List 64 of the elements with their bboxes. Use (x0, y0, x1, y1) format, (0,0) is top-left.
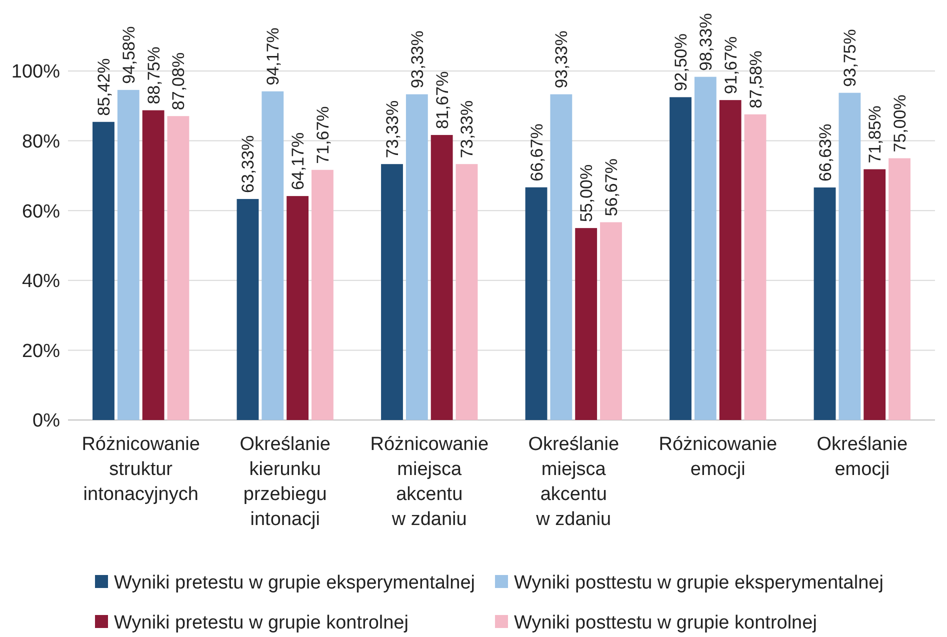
x-tick-label: Określanie kierunku przebiegu intonacji (240, 434, 331, 530)
bar (381, 164, 403, 420)
bar (575, 228, 598, 420)
data-label: 92,50% (672, 34, 691, 92)
bar (525, 187, 548, 420)
y-tick-label: 60% (22, 201, 60, 222)
data-label: 93,33% (552, 30, 572, 88)
y-tick-label: 100% (11, 62, 60, 83)
bar (814, 187, 836, 420)
data-label: 93,75% (840, 29, 860, 87)
bar (117, 90, 140, 420)
data-label: 87,58% (746, 50, 766, 108)
bar (719, 100, 742, 420)
bar (670, 97, 692, 420)
legend-label: Wyniki pretestu w grupie eksperymentalnej (114, 572, 475, 594)
data-label: 64,17% (288, 132, 308, 190)
bar (406, 94, 428, 420)
y-tick-label: 80% (22, 131, 60, 152)
bar (262, 91, 284, 420)
bar (744, 114, 766, 420)
data-label: 71,67% (313, 106, 332, 164)
bar (312, 170, 334, 420)
bar (456, 164, 478, 420)
data-label: 73,33% (458, 100, 477, 158)
legend-label: Wyniki posttestu w grupie eksperymentalnej (514, 572, 884, 594)
bar (694, 76, 716, 420)
y-tick-label: 40% (22, 271, 60, 292)
data-label: 91,67% (721, 36, 740, 94)
data-label: 94,58% (119, 26, 138, 84)
data-label: 94,17% (264, 28, 283, 86)
data-label: 73,33% (383, 100, 402, 158)
data-label: 75,00% (890, 94, 910, 152)
data-label: 71,85% (866, 106, 885, 164)
bar (286, 196, 309, 420)
data-label: 55,00% (577, 164, 596, 222)
x-tick-label: Określanie emocji (816, 434, 908, 480)
bar (600, 222, 622, 420)
x-tick-label: Różnicowanie miejsca akcentu w zdaniu (370, 434, 489, 530)
legend-label: Wyniki posttestu w grupie kontrolnej (514, 612, 817, 634)
data-label: 56,67% (602, 158, 621, 216)
data-label: 66,67% (527, 124, 546, 182)
bar (167, 116, 190, 420)
bar (550, 94, 572, 420)
bar (864, 169, 886, 420)
bar (430, 134, 453, 420)
data-label: 87,08% (169, 52, 188, 110)
data-label: 93,33% (408, 30, 427, 88)
data-label: 81,67% (432, 71, 452, 129)
x-tick-label: Różnicowanie struktur intonacyjnych (82, 434, 200, 505)
bar (888, 158, 910, 420)
data-label: 98,33% (696, 13, 716, 71)
bar (142, 110, 164, 420)
bar (838, 92, 861, 420)
x-tick-label: Różnicowanie emocji (658, 434, 778, 480)
data-label: 85,42% (94, 58, 114, 116)
y-tick-label: 0% (32, 410, 60, 432)
legend-label: Wyniki pretestu w grupie kontrolnej (114, 612, 408, 634)
x-tick-label: Określanie miejsca akcentu w zdaniu (528, 434, 620, 530)
data-label: 88,75% (144, 46, 164, 104)
bar (92, 122, 114, 420)
data-label: 63,33% (238, 135, 258, 193)
data-label: 66,63% (816, 124, 835, 182)
bar (236, 198, 259, 420)
y-tick-label: 20% (22, 340, 60, 362)
